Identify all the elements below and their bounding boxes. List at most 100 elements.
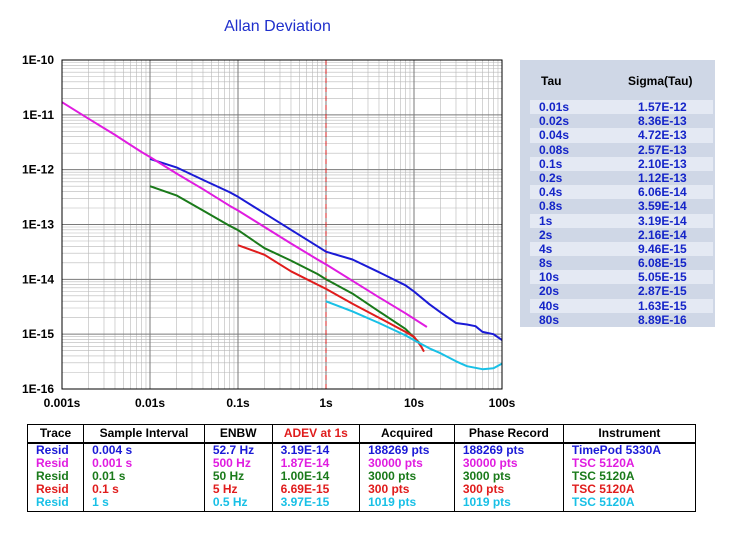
trace-cell: 1.00E-14 [271,470,361,483]
tau-sigma-table: Tau Sigma(Tau) 0.01s 1.57E-12 0.02s 8.36E-1… [520,60,715,327]
trace-cell: 6.69E-15 [271,483,361,496]
tau-value: 4s [539,241,553,256]
sigma-header: Sigma(Tau) [628,74,693,88]
trace-cell: 1019 pts [453,496,564,512]
trace-row: Resid 1 s 0.5 Hz 3.97E-15 1019 pts 1019 pts TS… [26,496,697,512]
trace-header-cell: Trace [26,424,85,444]
trace-cell: 3.19E-14 [271,443,361,457]
sigma-value: 5.05E-15 [638,270,687,285]
trace-cell: TSC 5120A [562,496,697,512]
tau-value: 0.1s [539,156,563,171]
sigma-value: 6.06E-14 [638,185,687,200]
trace-header-cell: Phase Record [453,424,564,444]
tau-value: 0.08s [539,142,570,157]
trace-cell: 1019 pts [359,496,455,512]
tau-row: 4s 9.46E-15 [530,241,713,257]
x-tick-label: 0.01s [135,396,165,410]
series-line-1 [149,157,503,341]
tau-row: 0.02s 8.36E-13 [530,114,713,128]
trace-cell: 300 pts [453,483,564,496]
tau-value: 1s [539,213,553,228]
trace-row: Resid 0.001 s 500 Hz 1.87E-14 30000 pts 30000… [26,457,697,470]
tau-row: 40s 1.63E-15 [530,298,713,313]
trace-cell: 0.001 s [83,457,205,470]
trace-cell: Resid [26,496,85,512]
sigma-value: 4.72E-13 [638,128,687,143]
trace-cell: 0.01 s [83,470,205,483]
y-tick-label: 1E-12 [22,163,54,177]
trace-cell: 3000 pts [359,470,455,483]
y-tick-label: 1E-10 [22,53,54,67]
sigma-value: 6.08E-15 [638,256,687,271]
tau-row: 0.08s 2.57E-13 [530,143,713,157]
trace-cell: Resid [26,470,85,483]
sigma-value: 1.57E-12 [638,100,687,114]
trace-cell: 0.5 Hz [203,496,273,512]
sigma-value: 8.36E-13 [638,114,687,129]
trace-cell: 0.1 s [83,483,205,496]
x-tick-label: 1s [319,396,333,410]
tau-value: 2s [539,227,553,242]
tau-row: 0.01s 1.57E-12 [530,100,713,115]
sigma-value: 2.10E-13 [638,156,687,171]
trace-cell: 30000 pts [359,457,455,470]
sigma-value: 8.89E-16 [638,312,687,327]
tau-value: 0.01s [539,100,570,114]
tau-row: 0.2s 1.12E-13 [530,171,713,185]
tau-row: 0.4s 6.06E-14 [530,185,713,200]
tau-value: 0.8s [539,199,563,214]
tau-value: 80s [539,312,560,327]
trace-header-cell: Acquired [359,424,455,444]
tau-row: 80s 8.89E-16 [530,313,713,327]
tau-row: 0.1s 2.10E-13 [530,156,713,171]
tau-value: 40s [539,298,560,313]
trace-cell: Resid [26,483,85,496]
tau-header: Tau [541,74,562,88]
sigma-value: 2.16E-14 [638,227,687,242]
trace-cell: 3000 pts [453,470,564,483]
tau-value: 0.2s [539,170,563,185]
series-line-5 [325,300,503,371]
sigma-value: 2.87E-15 [638,284,687,299]
tau-row: 2s 2.16E-14 [530,228,713,242]
tau-row: 10s 5.05E-15 [530,270,713,285]
sigma-value: 9.46E-15 [638,241,687,256]
sigma-value: 2.57E-13 [638,142,687,157]
sigma-value: 3.19E-14 [638,213,687,228]
y-tick-label: 1E-16 [22,382,54,396]
sigma-value: 1.63E-15 [638,298,687,313]
x-tick-label: 10s [404,396,424,410]
trace-cell: 188269 pts [359,443,455,457]
tau-value: 20s [539,284,560,299]
y-tick-label: 1E-13 [22,218,54,232]
trace-cell: 500 Hz [203,457,273,470]
chart-title: Allan Deviation [224,18,331,35]
trace-cell: TSC 5120A [562,470,697,483]
tau-row: 20s 2.87E-15 [530,284,713,298]
tau-value: 0.02s [539,114,570,129]
tau-value: 0.04s [539,128,570,143]
trace-header-cell: ENBW [203,424,273,444]
tau-rows: 0.01s 1.57E-12 0.02s 8.36E-13 0.04s 4.72E-13 0… [530,100,713,327]
tau-value: 8s [539,256,553,271]
x-tick-label: 0.001s [44,396,81,410]
tau-row: 1s 3.19E-14 [530,213,713,228]
tau-row: 8s 6.08E-15 [530,256,713,270]
trace-cell: 0.004 s [83,443,205,457]
allan-deviation-plot: 0.001s 0.01s 0.1s 1s 10s 100s 1E-16 1E-15 1E-14 1… [22,53,516,410]
plot-frame [61,59,503,390]
y-tick-label: 1E-14 [22,272,54,286]
trace-header-cell: Instrument [562,424,697,444]
trace-cell: 5 Hz [203,483,273,496]
trace-cell: TSC 5120A [562,483,697,496]
trace-table: Trace Sample Interval ENBW ADEV at 1s Acquir… [26,424,697,512]
tau-row: 0.04s 4.72E-13 [530,128,713,143]
sigma-value: 1.12E-13 [638,170,687,185]
series-line-3 [149,185,422,346]
tau-value: 0.4s [539,185,563,200]
y-tick-label: 1E-11 [23,108,55,122]
trace-cell: 50 Hz [203,470,273,483]
trace-cell: 188269 pts [453,443,564,457]
trace-cell: 30000 pts [453,457,564,470]
trace-cell: 1 s [83,496,205,512]
